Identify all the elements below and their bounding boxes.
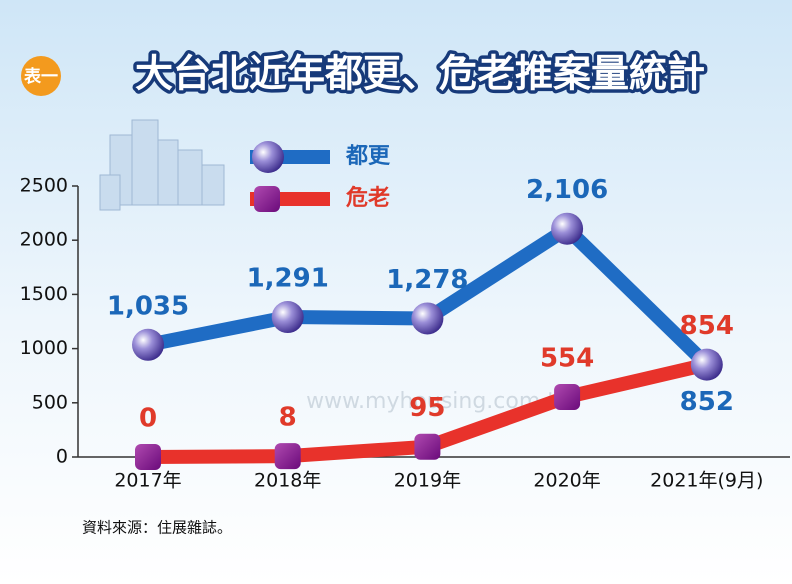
legend-marker [254, 186, 280, 212]
buildings [99, 119, 225, 211]
data-label: 554 [540, 343, 594, 373]
data-point [414, 433, 441, 460]
x-tick-label: 2017年 [114, 470, 181, 492]
source-note: 資料來源：住展雜誌。 [82, 519, 232, 537]
data-label: 854 [680, 311, 734, 341]
data-point [554, 383, 581, 410]
data-label: 95 [409, 393, 445, 423]
x-tick-label: 2018年 [254, 470, 321, 492]
data-label: 8 [279, 403, 297, 433]
data-label: 1,291 [247, 264, 329, 294]
y-tick-label: 2500 [20, 175, 68, 197]
badge-text: 表一 [24, 66, 58, 87]
y-tick-label: 0 [56, 446, 68, 468]
x-tick-label: 2021年(9月) [650, 470, 763, 492]
x-tick-label: 2020年 [533, 470, 600, 492]
data-point [551, 212, 584, 245]
data-point [274, 443, 301, 470]
legend-marker [252, 141, 284, 173]
chart-title: 大台北近年都更、危老推案量統計 [135, 52, 705, 96]
data-point [271, 301, 304, 334]
data-label: 2,106 [526, 175, 608, 205]
data-point [690, 348, 723, 381]
data-label: 1,035 [107, 291, 189, 321]
data-label: 0 [139, 404, 157, 434]
data-label: 852 [680, 387, 734, 417]
y-tick-label: 1500 [20, 283, 68, 305]
data-label: 1,278 [386, 265, 468, 295]
data-point [411, 302, 444, 335]
data-point [132, 328, 164, 361]
data-point [135, 444, 161, 470]
y-tick-label: 2000 [20, 229, 68, 251]
y-tick-label: 1000 [20, 337, 68, 359]
y-tick-label: 500 [32, 391, 68, 413]
x-tick-label: 2019年 [394, 470, 461, 492]
legend-label: 危老 [346, 185, 390, 211]
legend-label: 都更 [345, 144, 391, 169]
badge [21, 56, 61, 96]
